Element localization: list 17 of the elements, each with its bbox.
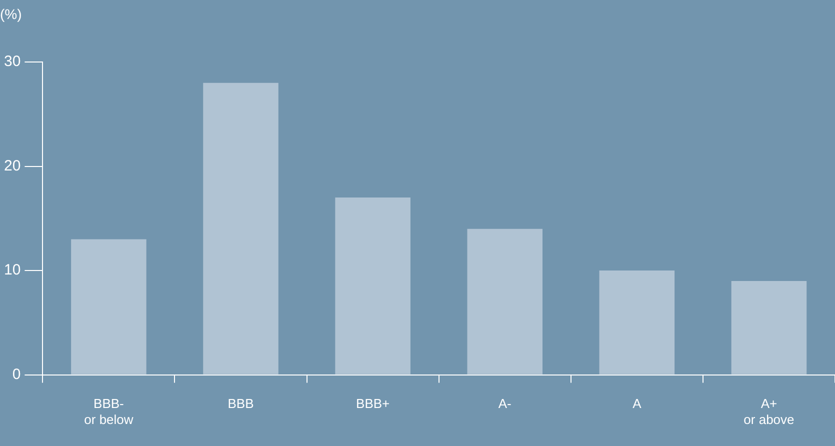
bar bbox=[731, 280, 807, 374]
bar bbox=[71, 239, 146, 374]
y-tick-label: 10 bbox=[4, 262, 21, 279]
x-tick-label: BBB- or below bbox=[84, 396, 134, 427]
bar bbox=[599, 270, 675, 374]
x-tick-label: A- bbox=[498, 396, 512, 412]
y-tick-label: 20 bbox=[4, 157, 21, 174]
x-tick-label: BBB+ bbox=[356, 396, 390, 412]
x-tick-label: A bbox=[632, 396, 642, 412]
bar bbox=[467, 228, 543, 374]
bar bbox=[335, 198, 410, 374]
y-tick-label: 30 bbox=[4, 53, 21, 70]
y-tick-label: 0 bbox=[12, 366, 21, 383]
x-tick-label: A+ or above bbox=[744, 396, 794, 427]
x-tick-label: BBB bbox=[228, 396, 254, 412]
y-axis-title: (%) bbox=[0, 6, 22, 22]
bar bbox=[203, 82, 278, 374]
